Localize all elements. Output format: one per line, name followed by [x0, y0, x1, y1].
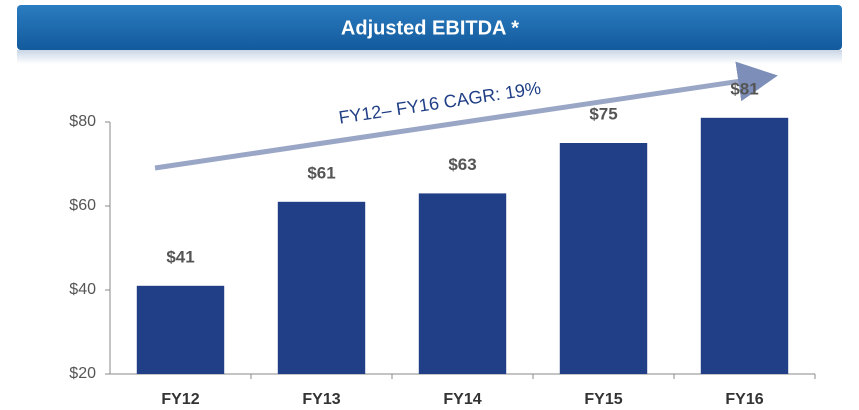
- value-label: $61: [307, 163, 335, 182]
- value-label: $41: [166, 247, 194, 266]
- bar: [277, 201, 366, 374]
- x-tick-label: FY16: [725, 391, 763, 408]
- banner-shadow: [17, 50, 842, 64]
- trend-arrow: [154, 61, 778, 171]
- x-tick-label: FY15: [584, 391, 622, 408]
- x-tick-label: FY14: [443, 391, 481, 408]
- value-label: $63: [448, 155, 476, 174]
- bar: [700, 117, 789, 375]
- x-tick-label: FY12: [161, 391, 199, 408]
- value-label: $75: [589, 104, 617, 123]
- y-tick-label: $60: [69, 197, 96, 214]
- value-label: $81: [730, 79, 758, 98]
- y-tick-label: $40: [69, 281, 96, 298]
- chart-title: Adjusted EBITDA *: [341, 17, 519, 39]
- annotation: FY12– FY16 CAGR: 19%: [337, 78, 542, 128]
- title-banner: [17, 5, 842, 50]
- bar: [418, 193, 507, 374]
- bar: [136, 285, 225, 374]
- x-tick-label: FY13: [302, 391, 340, 408]
- bar: [559, 143, 648, 374]
- y-tick-label: $80: [69, 113, 96, 130]
- y-tick-label: $20: [69, 365, 96, 382]
